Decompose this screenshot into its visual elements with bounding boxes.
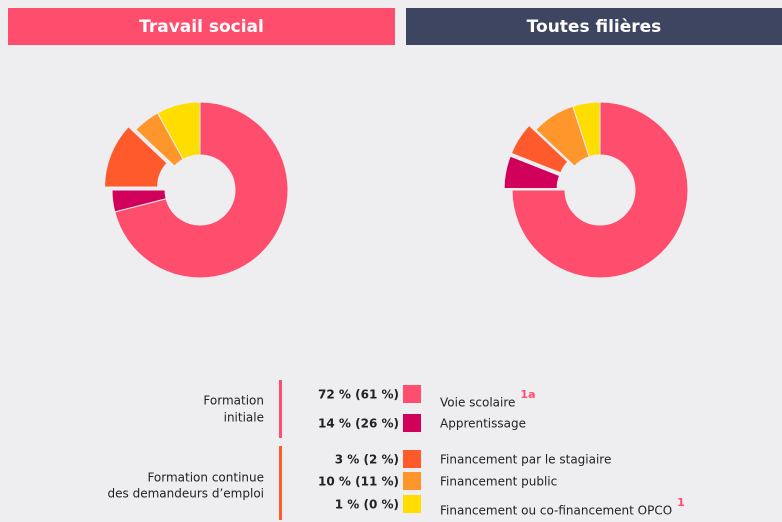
legend-label: Apprentissage bbox=[440, 417, 526, 431]
footnote-ref: 1 bbox=[677, 496, 685, 509]
legend-swatch bbox=[403, 414, 421, 432]
value-label: 3 % (2 %) bbox=[335, 453, 399, 467]
title-bar bbox=[406, 8, 782, 45]
group-label: initiale bbox=[224, 411, 264, 425]
group-bar bbox=[279, 446, 282, 520]
group-label: Formation continue bbox=[147, 471, 264, 485]
chart-title: Travail social bbox=[139, 17, 264, 37]
legend-swatch bbox=[403, 495, 421, 513]
pie-slice bbox=[510, 124, 569, 174]
value-label: 1 % (0 %) bbox=[335, 498, 399, 512]
pie-slice bbox=[511, 101, 689, 279]
legend-swatch bbox=[403, 450, 421, 468]
legend-swatch bbox=[403, 385, 421, 403]
pie-slice bbox=[572, 101, 601, 158]
value-label: 72 % (61 %) bbox=[318, 388, 399, 402]
group-bar bbox=[279, 380, 282, 438]
legend-label: Financement ou co-financement OPCO bbox=[440, 504, 672, 518]
legend-label: Financement par le stagiaire bbox=[440, 453, 611, 467]
value-label: 14 % (26 %) bbox=[318, 417, 399, 431]
chart-title: Toutes filières bbox=[527, 17, 662, 37]
group-label: Formation bbox=[203, 394, 264, 408]
group-label: des demandeurs d’emploi bbox=[108, 487, 264, 501]
pie-slice bbox=[503, 155, 561, 190]
title-bar bbox=[8, 8, 395, 45]
legend-swatch bbox=[403, 472, 421, 490]
pie-slice bbox=[156, 101, 201, 161]
pie-slice bbox=[104, 126, 168, 188]
value-label: 10 % (11 %) bbox=[318, 475, 399, 489]
pie-slice bbox=[111, 189, 167, 213]
footnote-ref: 1a bbox=[520, 388, 535, 401]
pie-slice bbox=[114, 101, 289, 279]
legend-label: Financement public bbox=[440, 475, 557, 489]
legend-label: Voie scolaire bbox=[440, 396, 515, 410]
